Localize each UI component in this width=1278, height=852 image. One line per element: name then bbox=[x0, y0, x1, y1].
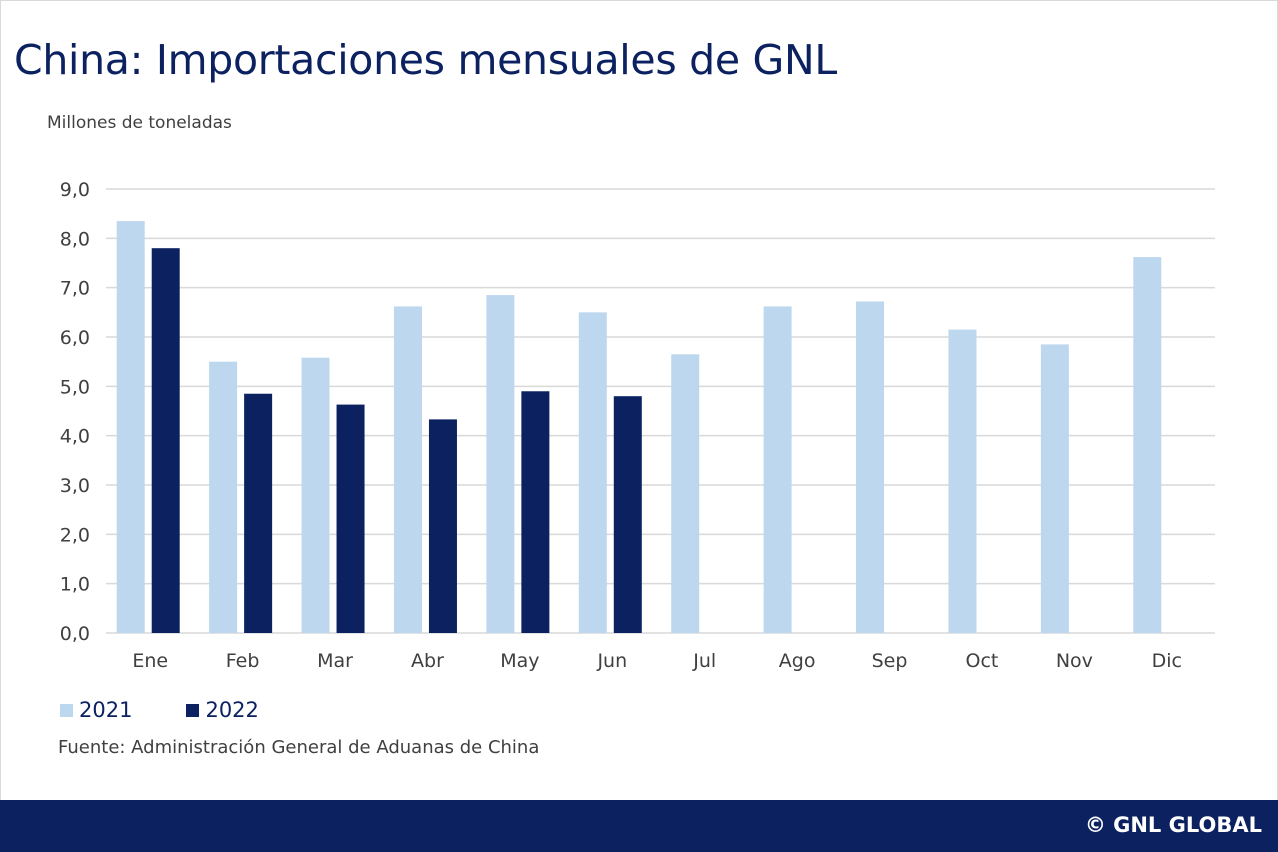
x-tick-label: Sep bbox=[872, 650, 908, 672]
y-tick-label: 6,0 bbox=[60, 327, 90, 349]
bar-2022-Feb bbox=[244, 393, 273, 633]
bar-2021-Abr bbox=[393, 306, 422, 633]
y-tick-label: 0,0 bbox=[60, 623, 90, 645]
bar-2022-May bbox=[521, 391, 550, 633]
footer-bar: © GNL GLOBAL bbox=[0, 800, 1278, 852]
bar-2022-Mar bbox=[336, 404, 365, 633]
x-tick-label: Nov bbox=[1056, 650, 1093, 672]
bar-2021-Oct bbox=[948, 329, 977, 633]
x-tick-label: May bbox=[500, 650, 539, 672]
x-tick-label: Ene bbox=[132, 650, 168, 672]
legend-swatch-2021 bbox=[60, 703, 73, 717]
bar-2022-Jun bbox=[613, 396, 642, 633]
legend-item-2021: 2021 bbox=[60, 698, 132, 722]
bar-2021-Nov bbox=[1040, 344, 1069, 633]
bar-2021-Mar bbox=[301, 357, 330, 633]
x-tick-label: Mar bbox=[317, 650, 353, 672]
y-tick-label: 5,0 bbox=[60, 376, 90, 398]
source-note: Fuente: Administración General de Aduana… bbox=[58, 737, 540, 758]
legend-item-2022: 2022 bbox=[186, 698, 259, 722]
legend: 2021 2022 bbox=[60, 698, 313, 722]
bars bbox=[116, 221, 1162, 634]
bar-2021-Ago bbox=[763, 306, 792, 633]
y-tick-labels: 0,0 1,0 2,0 3,0 4,0 5,0 6,0 7,0 8,0 9,0 bbox=[60, 179, 90, 645]
bar-2022-Ene bbox=[151, 248, 180, 633]
bar-2021-Ene bbox=[116, 221, 145, 634]
legend-swatch-2022 bbox=[186, 703, 200, 717]
bar-2021-Feb bbox=[209, 361, 238, 633]
y-tick-label: 7,0 bbox=[60, 278, 90, 300]
x-tick-labels: Ene Feb Mar Abr May Jun Jul Ago Sep Oct Nov Dic bbox=[132, 650, 1182, 672]
y-axis-unit-label: Millones de toneladas bbox=[47, 113, 232, 133]
bar-chart: 0,0 1,0 2,0 3,0 4,0 5,0 6,0 7,0 8,0 9,0 Ene Feb Mar… bbox=[60, 179, 1215, 672]
gridlines bbox=[106, 188, 1215, 634]
bar-2021-Jul bbox=[671, 354, 700, 633]
x-tick-label: Feb bbox=[226, 650, 260, 672]
legend-label-2022: 2022 bbox=[205, 698, 259, 722]
x-tick-label: Jul bbox=[692, 650, 716, 672]
x-tick-label: Dic bbox=[1152, 650, 1182, 672]
x-tick-label: Ago bbox=[779, 650, 816, 672]
y-tick-label: 4,0 bbox=[60, 426, 90, 448]
y-tick-label: 1,0 bbox=[60, 574, 90, 596]
bar-2021-Dic bbox=[1133, 257, 1162, 633]
legend-label-2021: 2021 bbox=[79, 698, 133, 722]
bar-2021-May bbox=[486, 295, 515, 633]
x-tick-label: Oct bbox=[966, 650, 999, 672]
y-tick-label: 3,0 bbox=[60, 475, 90, 497]
bar-2021-Jun bbox=[578, 312, 607, 633]
x-tick-label: Abr bbox=[411, 650, 444, 672]
y-tick-label: 2,0 bbox=[60, 524, 90, 546]
x-tick-label: Jun bbox=[596, 650, 627, 672]
brand-label: © GNL GLOBAL bbox=[1084, 813, 1262, 837]
y-tick-label: 9,0 bbox=[60, 179, 90, 201]
chart-title: China: Importaciones mensuales de GNL bbox=[14, 36, 837, 84]
bar-2021-Sep bbox=[856, 301, 885, 633]
bar-2022-Abr bbox=[428, 419, 457, 633]
y-tick-label: 8,0 bbox=[60, 228, 90, 250]
